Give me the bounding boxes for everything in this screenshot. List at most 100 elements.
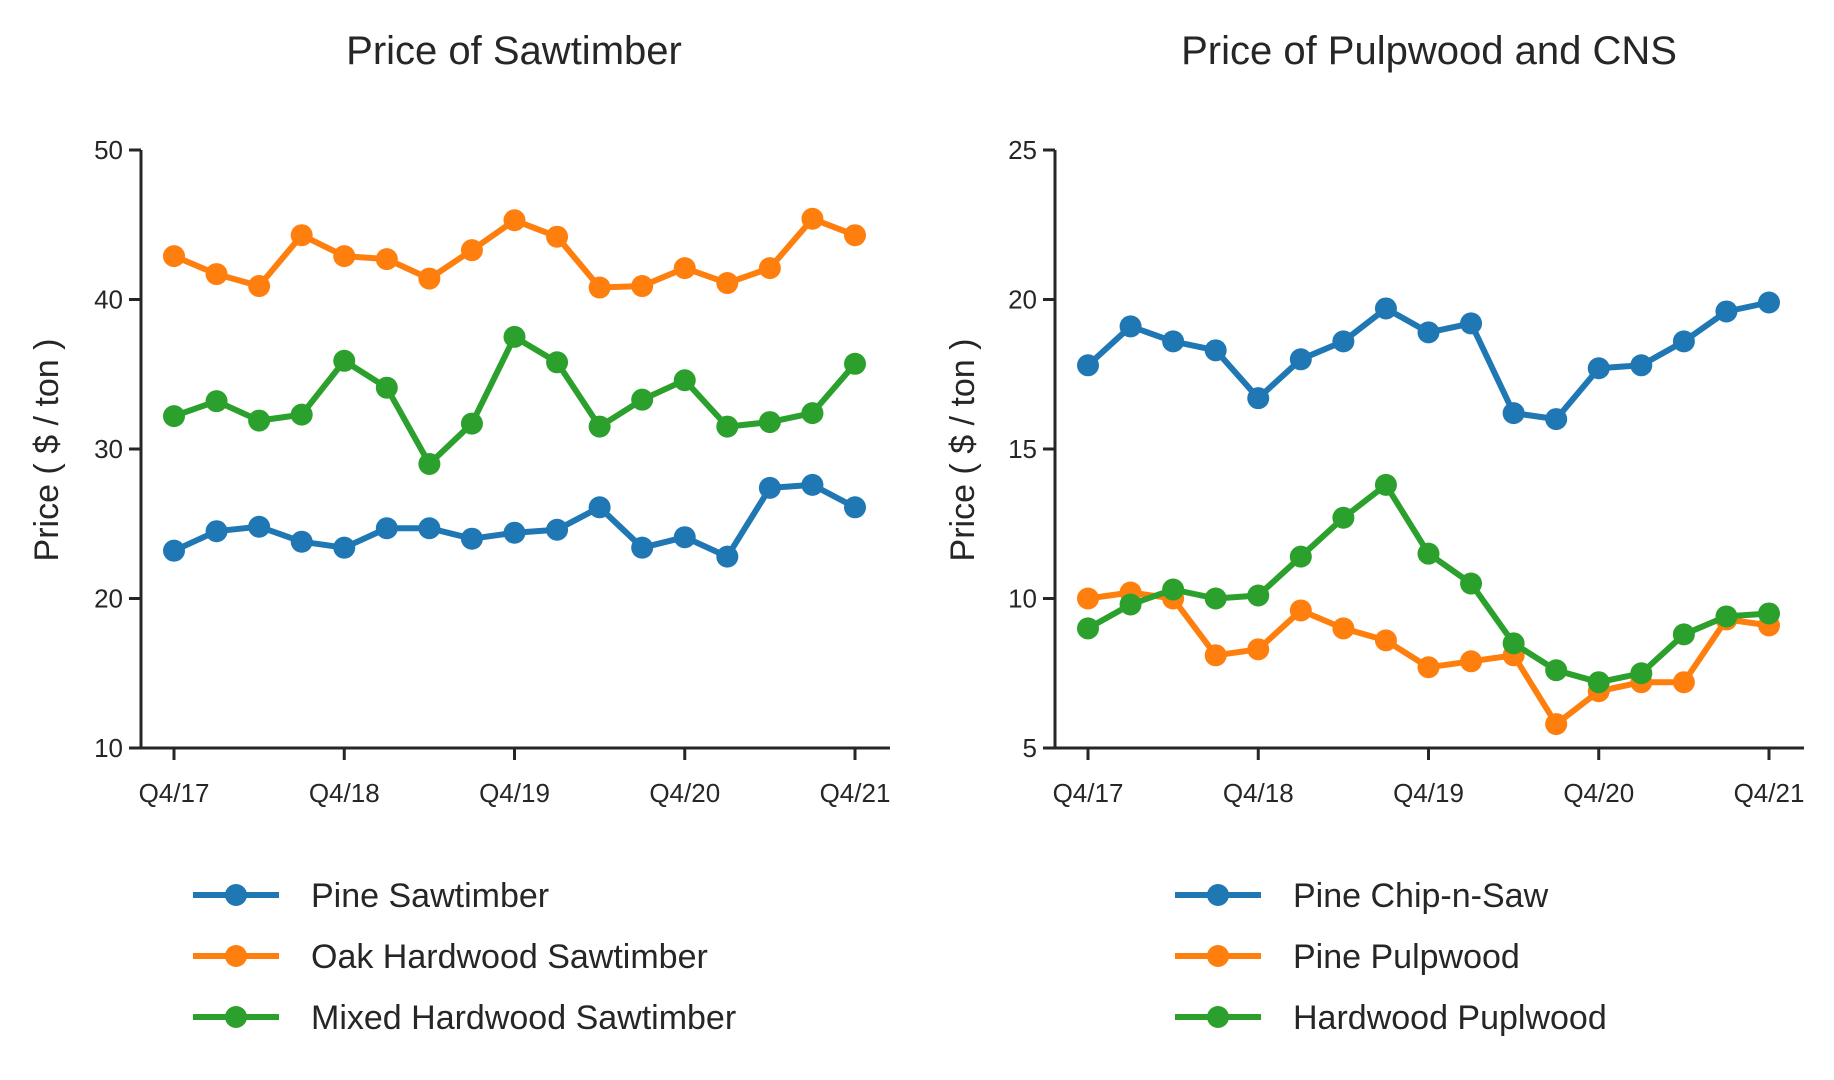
- legend-swatch-marker: [225, 884, 247, 906]
- data-point: [418, 267, 441, 290]
- data-point: [1630, 662, 1653, 685]
- data-point: [1460, 650, 1483, 673]
- data-point: [1077, 354, 1099, 377]
- data-point: [1289, 599, 1312, 622]
- x-tick-label: Q4/18: [309, 778, 380, 808]
- data-point: [418, 517, 441, 540]
- data-point: [1204, 339, 1227, 362]
- data-point: [1630, 354, 1653, 377]
- legend-swatch-marker: [225, 945, 247, 967]
- series-pine-chip-n-saw: [1077, 291, 1780, 431]
- data-point: [1545, 659, 1568, 682]
- data-point: [673, 257, 696, 280]
- legend-label: Oak Hardwood Sawtimber: [311, 938, 708, 976]
- data-point: [1289, 545, 1312, 568]
- legend-item-pine-chip-n-saw: Pine Chip-n-Saw: [1175, 877, 1549, 915]
- chart-title: Price of Sawtimber: [346, 29, 682, 73]
- data-point: [1460, 572, 1483, 595]
- series-hardwood-puplwood: [1077, 473, 1780, 694]
- legend-swatch-marker: [1207, 884, 1229, 906]
- legend-item-pine-pulpwood: Pine Pulpwood: [1175, 938, 1520, 976]
- chart-sawtimber: Price of Sawtimber Price ( $ / ton ) 10 2…: [28, 29, 890, 1037]
- data-point: [546, 225, 569, 248]
- legend-label: Pine Chip-n-Saw: [1293, 877, 1549, 915]
- y-axis-label: Price ( $ / ton ): [28, 339, 66, 562]
- x-tick-label: Q4/20: [649, 778, 720, 808]
- x-tick-label: Q4/18: [1223, 778, 1294, 808]
- data-point: [588, 415, 611, 438]
- data-point: [546, 351, 569, 374]
- series-mixed-hardwood-sawtimber: [163, 325, 866, 475]
- data-point: [1502, 402, 1525, 425]
- data-point: [418, 452, 441, 475]
- series-line: [1085, 299, 1770, 423]
- data-point: [758, 476, 781, 499]
- legend-item-hardwood-puplwood: Hardwood Puplwood: [1175, 999, 1607, 1037]
- data-point: [205, 263, 228, 286]
- data-point: [205, 390, 228, 413]
- legend-item-oak-hardwood-sawtimber: Oak Hardwood Sawtimber: [193, 938, 708, 976]
- data-point: [1587, 671, 1610, 694]
- data-point: [1374, 629, 1397, 652]
- data-point: [1077, 617, 1099, 640]
- data-point: [1672, 330, 1695, 353]
- data-point: [1162, 578, 1185, 601]
- data-point: [290, 403, 313, 426]
- data-point: [716, 415, 739, 438]
- data-point: [460, 412, 483, 435]
- chart-title: Price of Pulpwood and CNS: [1181, 29, 1677, 73]
- data-point: [333, 245, 356, 268]
- y-tick-label: 20: [1008, 285, 1037, 315]
- data-point: [1289, 348, 1312, 371]
- data-point: [673, 369, 696, 392]
- legend: Pine Sawtimber Oak Hardwood Sawtimber Mixe…: [193, 877, 736, 1037]
- chart-pulpwood-cns: Price of Pulpwood and CNS Price ( $ / to…: [944, 29, 1804, 1037]
- y-axis-label: Price ( $ / ton ): [944, 339, 982, 562]
- data-point: [248, 515, 271, 538]
- data-point: [1460, 312, 1483, 335]
- y-tick-label: 25: [1008, 135, 1037, 165]
- x-tick-label: Q4/21: [1734, 778, 1805, 808]
- data-point: [1672, 623, 1695, 646]
- x-tick-label: Q4/17: [1053, 778, 1124, 808]
- data-point: [205, 520, 228, 543]
- y-tick-label: 10: [94, 733, 123, 763]
- x-tick-label: Q4/17: [139, 778, 210, 808]
- data-point: [844, 352, 866, 375]
- data-point: [1332, 506, 1355, 529]
- data-point: [1119, 593, 1142, 616]
- data-point: [801, 207, 824, 230]
- data-point: [163, 405, 185, 428]
- data-point: [375, 248, 398, 271]
- data-point: [503, 521, 526, 544]
- data-point: [1758, 602, 1780, 625]
- y-tick-label: 10: [1008, 584, 1037, 614]
- legend: Pine Chip-n-Saw Pine Pulpwood Hardwood Pup…: [1175, 877, 1607, 1037]
- data-point: [1247, 584, 1270, 607]
- data-point: [1715, 605, 1738, 628]
- data-point: [1204, 587, 1227, 610]
- data-point: [503, 209, 526, 232]
- data-point: [460, 239, 483, 262]
- data-point: [248, 275, 271, 298]
- data-point: [290, 530, 313, 553]
- plot-area: 5 10 15 20 25 Q4/17 Q4/18 Q4/19 Q4/20 Q4/21: [1008, 135, 1804, 808]
- legend-label: Pine Sawtimber: [311, 877, 549, 915]
- legend-swatch-marker: [1207, 1006, 1229, 1028]
- series-oak-hardwood-sawtimber: [163, 207, 866, 299]
- y-tick-label: 50: [94, 135, 123, 165]
- data-point: [248, 409, 271, 432]
- legend-swatch-marker: [1207, 945, 1229, 967]
- legend-swatch-marker: [225, 1006, 247, 1028]
- data-point: [631, 536, 654, 559]
- data-point: [588, 276, 611, 299]
- y-tick-label: 15: [1008, 434, 1037, 464]
- data-point: [1715, 300, 1738, 323]
- data-point: [844, 224, 866, 247]
- data-point: [1417, 542, 1440, 565]
- data-point: [631, 275, 654, 298]
- data-point: [1545, 713, 1568, 736]
- data-point: [844, 496, 866, 519]
- data-point: [163, 245, 185, 268]
- series-pine-pulpwood: [1077, 581, 1780, 736]
